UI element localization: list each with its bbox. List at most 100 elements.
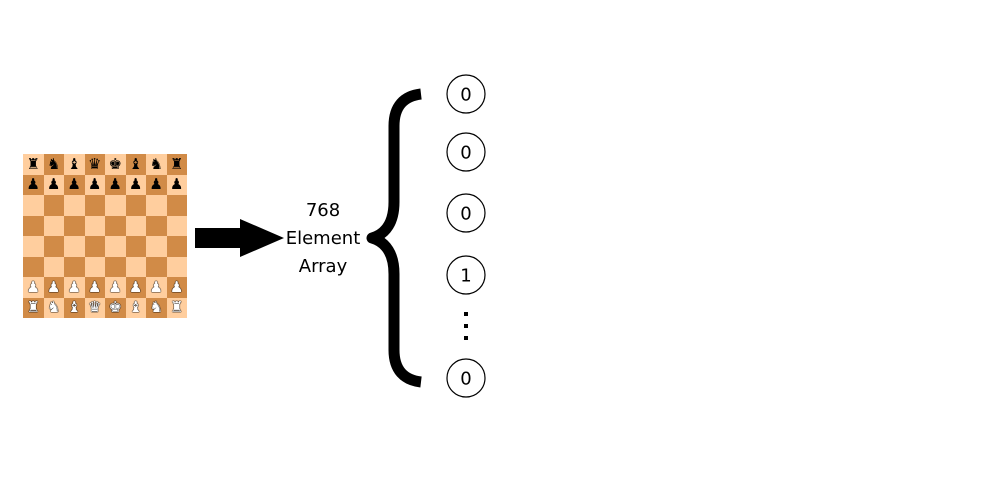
board-square: ♟ (43, 277, 64, 298)
white-pawn-icon: ♟ (170, 277, 184, 296)
array-element-4: 1 (446, 255, 486, 295)
board-square: ♟ (64, 174, 85, 195)
board-square: ♜ (166, 297, 187, 318)
right-arrow-icon (195, 219, 284, 257)
board-square: ♝ (125, 154, 146, 175)
black-pawn-icon: ♟ (149, 175, 163, 194)
white-pawn-icon: ♟ (88, 277, 102, 296)
board-square: ♛ (84, 154, 105, 175)
board-square: ♟ (23, 174, 44, 195)
board-square: ♚ (105, 154, 126, 175)
board-square (105, 256, 126, 277)
white-queen-icon: ♛ (88, 298, 102, 317)
board-square (166, 195, 187, 216)
black-pawn-icon: ♟ (67, 175, 81, 194)
board-square: ♟ (84, 174, 105, 195)
board-square (125, 215, 146, 236)
board-square: ♞ (146, 297, 167, 318)
board-square (125, 236, 146, 257)
white-pawn-icon: ♟ (67, 277, 81, 296)
board-square: ♟ (125, 174, 146, 195)
board-square (43, 236, 64, 257)
black-pawn-icon: ♟ (170, 175, 184, 194)
label-count: 768 (306, 200, 340, 221)
board-square (64, 236, 85, 257)
board-square (23, 215, 44, 236)
black-queen-icon: ♛ (88, 154, 102, 173)
board-square: ♝ (125, 297, 146, 318)
black-rook-icon: ♜ (170, 154, 184, 173)
black-pawn-icon: ♟ (129, 175, 143, 194)
array-element-4-value: 1 (460, 266, 471, 287)
black-pawn-icon: ♟ (47, 175, 61, 194)
white-pawn-icon: ♟ (47, 277, 61, 296)
board-square: ♟ (146, 174, 167, 195)
white-bishop-icon: ♝ (67, 298, 81, 317)
white-rook-icon: ♜ (170, 298, 184, 317)
board-square (84, 256, 105, 277)
board-square: ♞ (43, 154, 64, 175)
array-element-3-value: 0 (460, 204, 471, 225)
board-square: ♚ (105, 297, 126, 318)
board-square (84, 195, 105, 216)
array-element-2-value: 0 (460, 143, 471, 164)
board-square: ♟ (84, 277, 105, 298)
board-square: ♟ (23, 277, 44, 298)
board-square (23, 195, 44, 216)
white-bishop-icon: ♝ (129, 298, 143, 317)
white-rook-icon: ♜ (26, 298, 40, 317)
black-king-icon: ♚ (108, 154, 122, 173)
black-bishop-icon: ♝ (67, 154, 81, 173)
label-element: Element (286, 228, 361, 249)
white-king-icon: ♚ (108, 298, 122, 317)
board-square (43, 215, 64, 236)
black-rook-icon: ♜ (26, 154, 40, 173)
board-square (166, 215, 187, 236)
black-knight-icon: ♞ (149, 154, 163, 173)
black-pawn-icon: ♟ (88, 175, 102, 194)
board-square (84, 236, 105, 257)
board-square: ♟ (166, 174, 187, 195)
board-square (23, 236, 44, 257)
board-square (64, 256, 85, 277)
array-element-1: 0 (446, 74, 486, 114)
board-square (166, 256, 187, 277)
board-square (23, 256, 44, 277)
black-pawn-icon: ♟ (108, 175, 122, 194)
white-pawn-icon: ♟ (26, 277, 40, 296)
board-square (146, 215, 167, 236)
array-element-last: 0 (446, 358, 486, 398)
board-square (64, 195, 85, 216)
board-square: ♟ (105, 174, 126, 195)
board-square: ♜ (23, 154, 44, 175)
board-square (146, 256, 167, 277)
black-knight-icon: ♞ (47, 154, 61, 173)
board-square: ♜ (166, 154, 187, 175)
vertical-ellipsis-icon (464, 312, 468, 340)
board-square: ♟ (43, 174, 64, 195)
board-square (105, 195, 126, 216)
board-square: ♞ (146, 154, 167, 175)
board-square (84, 215, 105, 236)
white-knight-icon: ♞ (47, 298, 61, 317)
board-square: ♟ (105, 277, 126, 298)
white-pawn-icon: ♟ (108, 277, 122, 296)
board-square: ♝ (64, 154, 85, 175)
board-square (105, 236, 126, 257)
array-element-1-value: 0 (460, 85, 471, 106)
array-element-3: 0 (446, 193, 486, 233)
board-square (105, 215, 126, 236)
board-square: ♞ (43, 297, 64, 318)
white-knight-icon: ♞ (149, 298, 163, 317)
board-square (125, 256, 146, 277)
chess-board: ♜ ♞ ♝ ♛ ♚ ♝ ♞ ♜ ♟ ♟ ♟ ♟ ♟ ♟ ♟ ♟ ♟ ♟ ♟ ♟ ♟ ♟ ♟ ♟ ♜ ♞ ♝ ♛ ♚ ♝ ♞ ♜ (23, 154, 187, 318)
black-pawn-icon: ♟ (26, 175, 40, 194)
board-square (125, 195, 146, 216)
curly-brace-icon (366, 88, 422, 388)
white-pawn-icon: ♟ (129, 277, 143, 296)
board-square (43, 256, 64, 277)
board-square (146, 236, 167, 257)
board-square: ♛ (84, 297, 105, 318)
